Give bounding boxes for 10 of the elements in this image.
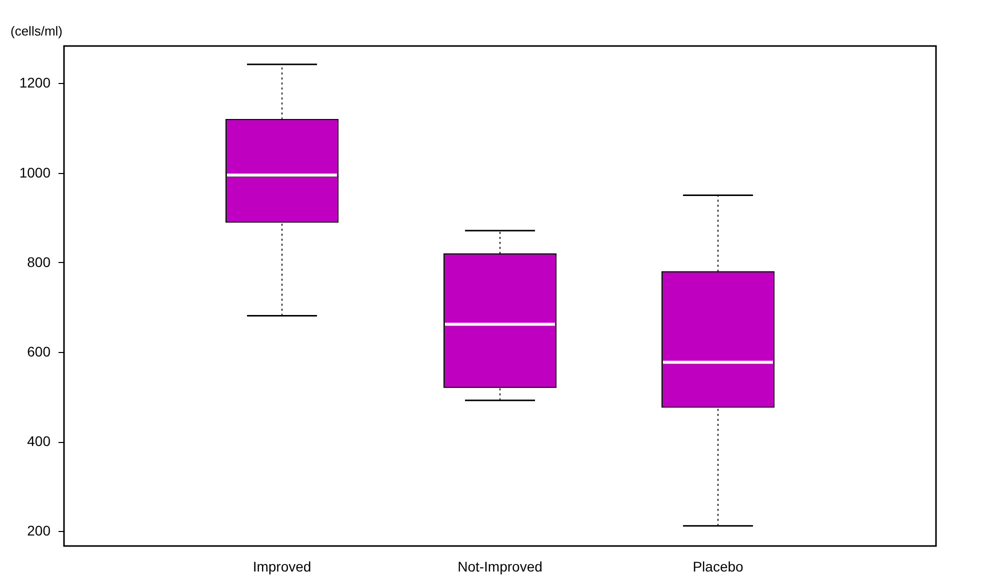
y-tick-label: 200 — [27, 522, 51, 539]
y-tick-label: 1200 — [19, 74, 51, 91]
x-tick-label: Placebo — [692, 558, 744, 574]
y-tick-label: 1000 — [19, 164, 51, 180]
y-tick-label: 800 — [27, 254, 51, 270]
y-axis-title: (cells/ml) — [10, 24, 62, 38]
y-tick-label: 600 — [27, 344, 51, 360]
x-tick-label: Not-Improved — [458, 558, 542, 574]
y-tick-label: 400 — [27, 433, 51, 450]
x-tick-label: Improved — [252, 558, 312, 574]
